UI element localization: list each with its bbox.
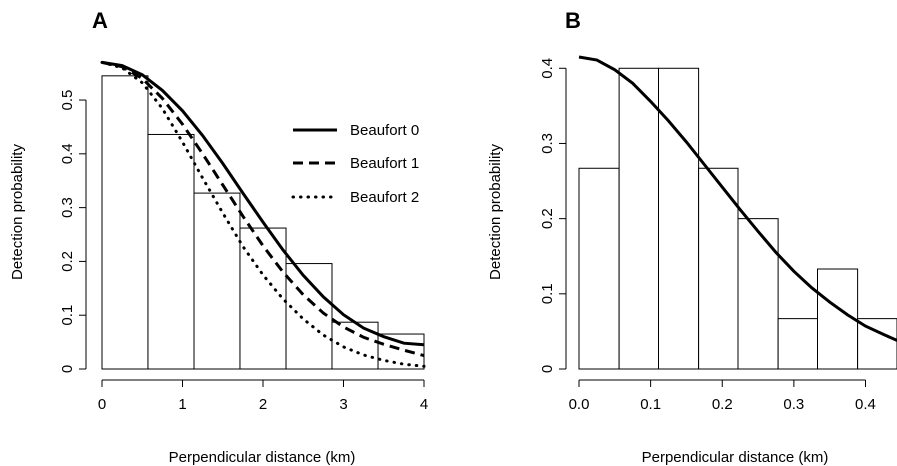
panel-a-legend: Beaufort 0 Beaufort 1 Beaufort 2 — [291, 122, 419, 206]
legend-label-beaufort-1: Beaufort 1 — [350, 155, 419, 172]
panel-a-x-axis-title: Perpendicular distance (km) — [169, 449, 356, 466]
panel-a-y-axis-title: Detection probability — [9, 144, 26, 280]
panel-a-x-tick-label: 3 — [339, 396, 347, 413]
panel-b-letter: B — [565, 8, 581, 33]
panel-a-curve-beaufort-2 — [100, 60, 426, 368]
legend-item-beaufort-1: Beaufort 1 — [293, 155, 419, 172]
legend-item-beaufort-0: Beaufort 0 — [293, 122, 419, 139]
panel-b-bar — [618, 67, 659, 370]
panel-b-x-axis-title: Perpendicular distance (km) — [642, 449, 829, 466]
panel-b-y-tick-label: 0.1 — [539, 283, 556, 304]
panel-a: A Perpendicular distance (km) Detection … — [9, 8, 428, 466]
panel-b-x-tick-label: 0.1 — [640, 396, 661, 413]
panel-a-y-tick-label: 0.2 — [59, 251, 76, 272]
panel-b-y-tick-label: 0.2 — [539, 208, 556, 229]
panel-a-y-tick-label: 0.1 — [59, 305, 76, 326]
panel-a-x-tick-label: 4 — [420, 396, 428, 413]
panel-b-y-tick-label: 0 — [539, 365, 556, 373]
panel-b-y-tick-label: 0.3 — [539, 133, 556, 154]
panel-a-y-tick-label: 0.4 — [59, 143, 76, 164]
panel-a-x-tick-label: 1 — [178, 396, 186, 413]
panel-a-y-tick-label: 0.3 — [59, 197, 76, 218]
panel-a-y-tick-label: 0.5 — [59, 90, 76, 111]
panel-b-bar — [777, 318, 818, 370]
panel-a-x-tick-label: 0 — [98, 396, 106, 413]
panel-b-x-tick-label: 0.3 — [783, 396, 804, 413]
panel-b-bar — [578, 167, 620, 370]
panel-a-bar — [239, 227, 287, 370]
panel-a-bar — [331, 321, 379, 370]
panel-a-curve-beaufort-0 — [101, 60, 425, 347]
panel-b-bar — [658, 67, 700, 370]
panel-b: B Perpendicular distance (km) Detection … — [487, 8, 897, 466]
panel-a-x-tick-label: 2 — [259, 396, 267, 413]
panel-a-bar — [147, 133, 195, 370]
panel-b-x-tick-label: 0.4 — [855, 396, 876, 413]
panel-a-bar — [193, 192, 241, 370]
legend-label-beaufort-0: Beaufort 0 — [350, 122, 419, 139]
legend-label-beaufort-2: Beaufort 2 — [350, 189, 419, 206]
legend-item-beaufort-2: Beaufort 2 — [291, 189, 419, 206]
panel-b-y-tick-label: 0.4 — [539, 58, 556, 79]
panel-b-x-tick-label: 0.2 — [712, 396, 733, 413]
panel-b-bar — [817, 268, 859, 370]
panel-a-y-tick-label: 0 — [59, 365, 76, 373]
panel-b-curve-fit — [578, 55, 897, 342]
panel-b-y-axis-title: Detection probability — [487, 144, 504, 280]
panel-b-bar — [698, 167, 739, 370]
panel-a-letter: A — [92, 8, 108, 33]
panel-b-bar — [737, 218, 779, 370]
panel-b-x-tick-label: 0.0 — [569, 396, 590, 413]
panel-a-bar — [101, 75, 149, 370]
